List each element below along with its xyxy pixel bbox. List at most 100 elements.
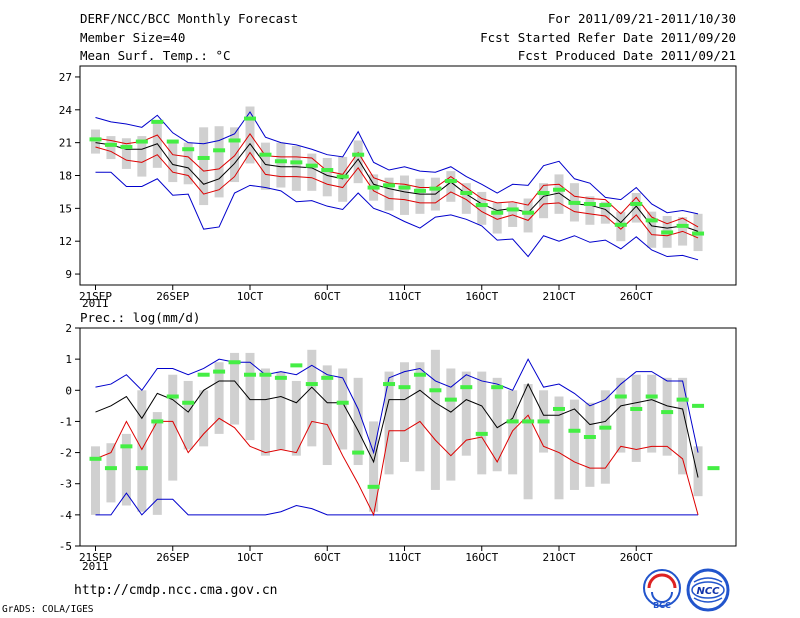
precip-ensemble-box	[600, 390, 610, 484]
temp-ensemble-box	[291, 145, 301, 191]
temp-ensemble-box	[477, 191, 487, 225]
precip-y-tick-label: -4	[59, 509, 73, 522]
precip-mean-line	[95, 380, 699, 478]
precip-ensemble-box	[106, 443, 116, 503]
precip-ensemble-box	[137, 390, 147, 512]
precip-ensemble-box	[168, 374, 178, 481]
temp-observed-marker	[491, 210, 504, 215]
temp-y-tick-label: 21	[59, 137, 72, 150]
ncc-logo-text: NCC	[696, 586, 720, 597]
precip-observed-marker	[630, 406, 643, 411]
temp-observed-marker	[336, 174, 349, 179]
temp-ensemble-box	[384, 177, 394, 211]
temp-observed-marker	[692, 231, 705, 236]
temp-observed-marker	[413, 188, 426, 193]
precip-ensemble-box	[647, 374, 657, 453]
precip-observed-marker	[522, 419, 535, 424]
precip-ensemble-box	[369, 421, 379, 512]
temp-p90-line	[95, 133, 699, 228]
temp-observed-marker	[630, 201, 643, 206]
precip-observed-marker	[444, 397, 457, 402]
temp-ensemble-box	[152, 122, 162, 168]
temp-x-tick-label: 11OCT	[388, 290, 421, 303]
precip-observed-marker	[244, 372, 256, 377]
temp-observed-marker	[352, 152, 365, 157]
precip-x-tick-label: 21OCT	[542, 551, 575, 564]
temp-observed-marker	[104, 142, 117, 147]
precip-x-tick-label: 1OCT	[237, 551, 264, 564]
temp-observed-marker	[259, 152, 272, 157]
grads-credit: GrADS: COLA/IGES	[2, 604, 94, 615]
precip-year-label: 2011	[82, 560, 109, 573]
chart-title: DERF/NCC/BCC Monthly Forecast	[80, 11, 299, 26]
precip-observed-marker	[151, 419, 164, 424]
precip-ensemble-box	[307, 349, 317, 447]
temp-observed-marker	[197, 155, 210, 160]
temp-ensemble-box	[214, 126, 224, 198]
temp-observed-marker	[274, 159, 287, 164]
temp-ensemble-box	[307, 153, 317, 191]
precip-x-tick-label: 26OCT	[620, 551, 653, 564]
temp-observed-marker	[290, 160, 303, 165]
temp-x-tick-label: 26SEP	[156, 290, 189, 303]
precip-ensemble-box	[662, 377, 672, 456]
source-url: http://cmdp.ncc.cma.gov.cn	[74, 583, 278, 598]
ncc-logo: NCC	[686, 568, 730, 612]
temp-ensemble-box	[539, 183, 549, 219]
precip-observed-marker	[413, 372, 426, 377]
precip-ensemble-box	[461, 371, 471, 456]
temp-observed-marker	[553, 187, 565, 192]
temp-observed-marker	[522, 210, 535, 215]
precip-observed-marker	[599, 425, 612, 430]
temp-observed-marker	[228, 138, 241, 143]
precip-observed-marker	[228, 360, 241, 365]
precip-observed-marker	[166, 394, 179, 399]
precip-ensemble-box	[523, 384, 533, 500]
precip-ensemble-box	[322, 365, 332, 466]
precip-ensemble-box	[245, 352, 255, 441]
temp-ensemble-box	[106, 136, 116, 160]
temp-p10-line	[95, 146, 699, 239]
precip-observed-marker	[429, 388, 442, 393]
temp-ensemble-box	[137, 136, 147, 177]
precip-p10-line	[95, 414, 699, 517]
precip-ensemble-box	[276, 371, 286, 450]
temp-observed-marker	[599, 203, 612, 208]
temp-observed-marker	[398, 185, 411, 190]
precip-observed-marker	[290, 363, 303, 368]
precip-ensemble-box	[430, 349, 440, 490]
precip-observed-marker	[475, 431, 488, 436]
precip-observed-marker	[383, 382, 396, 387]
precip-title: Prec.: log(mm/d)	[80, 310, 200, 325]
temp-ensemble-box	[585, 196, 595, 225]
temp-observed-marker	[321, 168, 334, 173]
precip-ensemble-box	[199, 390, 209, 447]
precip-ensemble-box	[492, 377, 502, 472]
temp-observed-marker	[460, 191, 473, 196]
forecast-produced-date: Fcst Produced Date 2011/09/21	[517, 48, 736, 63]
temp-y-tick-label: 24	[59, 104, 73, 117]
temp-observed-marker	[135, 139, 148, 144]
precip-observed-marker	[645, 394, 658, 399]
bcc-logo-text: BCC	[653, 601, 671, 610]
temp-max-line	[95, 111, 699, 215]
temp-observed-marker	[645, 218, 658, 223]
precip-y-tick-label: -2	[59, 447, 72, 460]
temp-ensemble-box	[199, 127, 209, 206]
temp-observed-marker	[506, 207, 519, 212]
precip-observed-marker	[120, 444, 133, 449]
precip-observed-marker	[583, 435, 596, 439]
temp-ensemble-box	[322, 157, 332, 197]
temp-observed-marker	[89, 137, 102, 142]
precip-y-tick-label: 1	[65, 353, 72, 366]
temp-x-tick-label: 21SEP	[79, 290, 112, 303]
temp-x-tick-label: 26OCT	[620, 290, 653, 303]
precip-ensemble-box	[353, 377, 363, 466]
temp-ensemble-box	[400, 175, 409, 215]
precip-observed-marker	[321, 375, 334, 380]
precip-ensemble-box	[384, 371, 394, 475]
temp-ensemble-box	[631, 193, 641, 223]
precip-y-tick-label: -5	[59, 540, 72, 553]
precip-ensemble-box	[693, 446, 703, 497]
precip-ensemble-box	[91, 446, 100, 515]
